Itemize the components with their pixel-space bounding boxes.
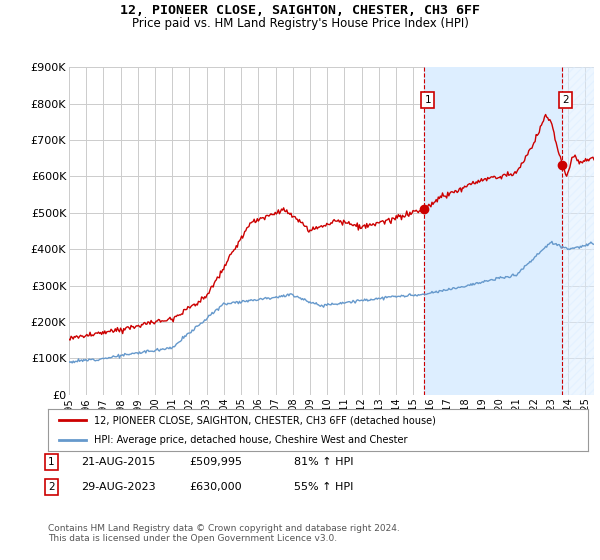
Text: Contains HM Land Registry data © Crown copyright and database right 2024.
This d: Contains HM Land Registry data © Crown c… <box>48 524 400 543</box>
Text: 55% ↑ HPI: 55% ↑ HPI <box>294 482 353 492</box>
Text: 12, PIONEER CLOSE, SAIGHTON, CHESTER, CH3 6FF (detached house): 12, PIONEER CLOSE, SAIGHTON, CHESTER, CH… <box>94 415 436 425</box>
Text: 81% ↑ HPI: 81% ↑ HPI <box>294 457 353 467</box>
Text: 1: 1 <box>48 457 55 467</box>
Text: 21-AUG-2015: 21-AUG-2015 <box>81 457 155 467</box>
Text: 1: 1 <box>424 95 431 105</box>
Bar <box>424 67 562 395</box>
Text: £630,000: £630,000 <box>189 482 242 492</box>
Text: Price paid vs. HM Land Registry's House Price Index (HPI): Price paid vs. HM Land Registry's House … <box>131 17 469 30</box>
Text: 2: 2 <box>48 482 55 492</box>
Text: 29-AUG-2023: 29-AUG-2023 <box>81 482 155 492</box>
Text: 2: 2 <box>562 95 569 105</box>
Text: £509,995: £509,995 <box>189 457 242 467</box>
Bar <box>562 67 594 395</box>
Text: HPI: Average price, detached house, Cheshire West and Chester: HPI: Average price, detached house, Ches… <box>94 435 407 445</box>
Text: 12, PIONEER CLOSE, SAIGHTON, CHESTER, CH3 6FF: 12, PIONEER CLOSE, SAIGHTON, CHESTER, CH… <box>120 4 480 17</box>
